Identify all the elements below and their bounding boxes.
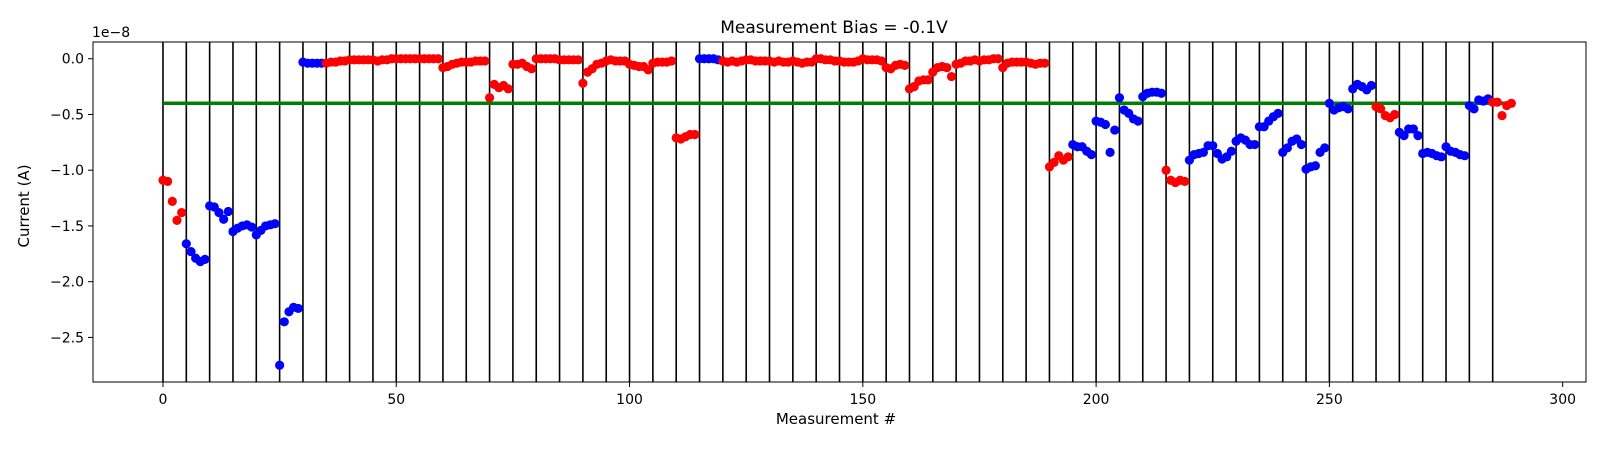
data-point-red [942, 63, 952, 73]
x-axis-title: Measurement # [776, 410, 896, 428]
data-points [158, 54, 1516, 370]
data-point-red [172, 215, 182, 225]
data-point-red [946, 71, 957, 82]
x-tick-label: 150 [849, 392, 876, 408]
data-point-blue [1436, 152, 1446, 162]
data-point-red [167, 196, 177, 207]
data-point-blue [1460, 151, 1470, 161]
data-point-blue [1156, 88, 1167, 98]
data-point-red [900, 60, 910, 71]
data-point-blue [293, 303, 303, 314]
data-point-red [526, 64, 537, 74]
y-tick-label: −0.5 [50, 107, 84, 123]
y-axis-ticks: 0.0 −0.5 −1.0 −1.5 −2.0 −2.5 [50, 52, 93, 346]
data-point-red [433, 54, 443, 64]
data-point-red [666, 56, 677, 66]
data-point-blue [219, 214, 229, 224]
data-point-blue [1343, 104, 1353, 114]
data-point-blue [1086, 149, 1097, 160]
data-point-red [1040, 58, 1050, 68]
x-tick-label: 200 [1083, 392, 1110, 408]
data-point-blue [279, 317, 289, 327]
x-axis-ticks: 0 50 100 150 200 250 300 [159, 382, 1576, 408]
y-tick-label: −2.5 [50, 330, 84, 346]
data-point-blue [181, 239, 191, 249]
data-point-blue [186, 246, 196, 257]
y-tick-label: −2.0 [50, 275, 84, 291]
y-axis-title: Current (A) [15, 164, 33, 247]
data-point-blue [1110, 125, 1120, 135]
data-point-blue [1226, 146, 1237, 156]
data-point-blue [1324, 98, 1334, 108]
data-point-blue [223, 206, 233, 217]
y-tick-label: −1.0 [50, 163, 84, 179]
data-point-red [1497, 110, 1507, 121]
x-tick-label: 0 [159, 392, 168, 408]
data-point-blue [1282, 143, 1292, 153]
data-point-red [578, 78, 588, 88]
y-tick-label: 0.0 [62, 52, 84, 68]
data-point-blue [1105, 147, 1115, 157]
x-tick-label: 100 [616, 392, 643, 408]
data-point-red [643, 65, 653, 75]
data-point-red [1492, 97, 1502, 107]
data-point-blue [1208, 141, 1218, 151]
x-tick-label: 50 [387, 392, 405, 408]
data-point-blue [1296, 139, 1306, 150]
x-tick-label: 300 [1549, 392, 1576, 408]
data-point-red [690, 129, 700, 140]
data-point-blue [1408, 124, 1418, 134]
data-point-blue [1133, 116, 1143, 126]
data-point-red [1161, 165, 1171, 175]
data-point-blue [1413, 131, 1423, 141]
data-point-blue [214, 207, 224, 218]
data-point-red [163, 176, 173, 186]
data-point-red [480, 56, 490, 66]
data-point-blue [1198, 147, 1209, 157]
data-point-red [1390, 109, 1400, 120]
data-point-red [1049, 157, 1059, 167]
x-tick-label: 250 [1316, 392, 1343, 408]
data-point-blue [270, 219, 280, 229]
y-tick-label: −1.5 [50, 219, 84, 235]
data-point-red [993, 54, 1003, 64]
data-point-red [876, 56, 887, 66]
data-point-red [503, 84, 513, 94]
data-point-blue [1320, 143, 1330, 153]
data-point-blue [200, 254, 210, 264]
data-point-red [573, 55, 583, 65]
data-point-blue [1310, 161, 1320, 171]
data-point-blue [1250, 139, 1260, 150]
plot-frame [92, 41, 1587, 383]
data-point-red [1180, 176, 1190, 186]
data-point-red [1376, 104, 1386, 114]
data-point-red [923, 75, 933, 85]
data-point-blue [1100, 119, 1111, 130]
data-point-blue [1469, 104, 1479, 114]
data-point-red [1063, 152, 1073, 162]
data-point-blue [1114, 93, 1125, 103]
data-point-blue [1273, 108, 1283, 118]
data-point-blue [247, 222, 257, 232]
data-point-red [177, 207, 187, 218]
data-point-blue [275, 360, 285, 370]
data-point-blue [1366, 80, 1376, 91]
data-point-blue [1399, 131, 1409, 141]
data-point-red [1506, 98, 1516, 108]
chart-title: Measurement Bias = -0.1V [720, 18, 948, 38]
data-point-red [484, 93, 495, 103]
y-offset-label: 1e−8 [92, 25, 130, 41]
